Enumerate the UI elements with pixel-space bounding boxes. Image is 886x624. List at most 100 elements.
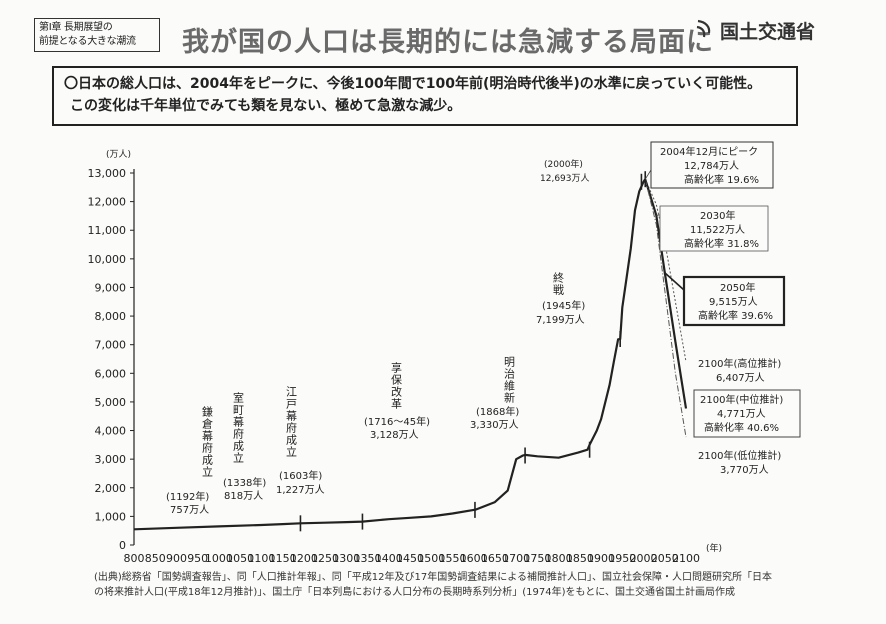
year-muromachi: (1338年) [223,476,266,489]
projection-low-line [644,179,687,438]
value-2000: 12,693万人 [540,173,590,184]
value-kyoho: 3,128万人 [370,429,419,441]
x-tick-label: 1350 [354,552,382,565]
low-line-1: 2100年(低位推計) [698,449,781,462]
y-tick-label: 8,000 [95,310,127,323]
year-kamakura: (1192年) [166,490,209,503]
y-tick-label: 0 [119,539,126,552]
peak-line-1: 2004年12月にピーク [660,145,758,158]
mid-line-3: 高齢化率 40.6% [704,421,779,434]
x-tick-label: 1200 [290,552,318,565]
x-tick-label: 850 [145,552,166,565]
y2050-leader-line [664,272,685,291]
x-tick-label: 800 [124,552,145,565]
value-edo: 1,227万人 [276,484,325,496]
y2050-line-2: 9,515万人 [709,296,758,308]
x-tick-label: 950 [187,552,208,565]
peak-line-2: 12,784万人 [684,160,739,172]
historical-population-line [133,178,647,531]
event-shusen: 終戦 [552,271,565,296]
chart-series [133,178,688,531]
year-meiji: (1868年) [476,405,519,418]
x-tick-label: 1600 [460,552,488,565]
x-tick-label: 2050 [651,552,679,565]
x-tick-label: 1950 [608,552,636,565]
mlit-logo-icon [696,19,711,38]
x-unit-label: (年) [706,542,722,554]
y2030-line-2: 11,522万人 [690,224,745,236]
organization-name: 国土交通省 [720,21,816,43]
x-tick-label: 1650 [481,552,509,565]
y2050-line-3: 高齢化率 39.6% [698,309,773,322]
value-meiji: 3,330万人 [470,419,519,431]
mid-line-1: 2100年(中位推計) [700,393,783,406]
low-line-2: 3,770万人 [720,464,769,476]
population-chart: 0 1,000 2,000 3,000 4,000 5,000 6,000 7,000 8,00… [88,141,801,565]
x-tick-label: 1300 [332,552,360,565]
value-muromachi: 818万人 [224,490,263,502]
y-tick-label: 6,000 [95,367,127,380]
peak-line-3: 高齢化率 19.6% [684,173,759,186]
event-kyoho: 享保改革 [390,361,403,410]
x-tick-label: 1250 [311,552,339,565]
x-tick-label: 1550 [438,552,466,565]
mid-line-2: 4,771万人 [717,408,766,420]
summary-line-1: 〇日本の総人口は、2004年をピークに、今後100年間で100年前(明治時代後半… [64,76,762,92]
y-tick-label: 10,000 [88,253,127,266]
y2030-line-1: 2030年 [700,209,735,222]
y2050-callout-box [682,275,786,327]
x-tick-label: 1900 [587,552,615,565]
y-tick-label: 2,000 [95,482,127,495]
source-line-2: の将来推計人口(平成18年12月推計)」、国土庁「日本列島における人口分布の長期… [94,587,736,598]
y2030-line-3: 高齢化率 31.8% [684,237,759,250]
y2030-callout-box [659,205,769,252]
chapter-label: 第Ⅰ章 長期展望の 前提となる大きな潮流 [34,18,160,52]
y-tick-label: 9,000 [95,281,127,294]
high-line-2: 6,407万人 [716,372,765,384]
value-kamakura: 757万人 [170,504,209,516]
summary-line-2: この変化は千年単位でみても類を見ない、極めて急激な減少。 [70,98,462,114]
x-tick-label: 1700 [502,552,530,565]
y-unit-label: (万人) [106,149,131,160]
y-tick-label: 1,000 [95,510,127,523]
y-tick-label: 7,000 [95,339,127,352]
x-tick-label: 1750 [523,552,551,565]
y2050-line-1: 2050年 [720,281,755,294]
year-2000: (2000年) [544,158,583,170]
y-tick-label: 13,000 [88,167,127,180]
peak-leader-line [644,169,652,180]
x-tick-label: 1450 [396,552,424,565]
year-shusen: (1945年) [542,299,585,312]
source-note: (出典)総務省「国勢調査報告」、同「人口推計年報」、同「平成12年及び17年国勢… [94,570,794,600]
chart-ticks: 0 1,000 2,000 3,000 4,000 5,000 6,000 7,000 8,00… [88,167,701,565]
x-tick-label: 1100 [247,552,275,565]
chart-markers [299,169,685,532]
y-tick-label: 4,000 [95,425,127,438]
peak-callout-box [650,141,774,189]
mid-callout-box [693,389,801,438]
event-meiji: 明治維新 [503,356,516,404]
x-tick-label: 1150 [269,552,297,565]
x-tick-label: 2000 [630,552,658,565]
x-tick-label: 1400 [375,552,403,565]
summary-box: 〇日本の総人口は、2004年をピークに、今後100年間で100年前(明治時代後半… [52,66,798,126]
y-tick-label: 5,000 [95,396,127,409]
x-tick-label: 900 [166,552,187,565]
y-tick-label: 12,000 [88,196,127,209]
year-kyoho: (1716～45年) [364,415,430,428]
x-tick-label: 1800 [545,552,573,565]
y-tick-label: 3,000 [95,453,127,466]
x-tick-label: 1850 [566,552,594,565]
high-line-1: 2100年(高位推計) [698,357,781,370]
page-title: 我が国の人口は長期的には急減する局面に [182,27,714,58]
chapter-line-1: 第Ⅰ章 長期展望の [39,22,113,33]
x-tick-label: 2100 [672,552,700,565]
x-tick-label: 1000 [205,552,233,565]
event-muromachi: 室町幕府成立 [232,391,245,464]
year-edo: (1603年) [279,469,322,482]
event-kamakura: 鎌倉幕府成立 [201,405,214,478]
y-tick-label: 11,000 [88,224,127,237]
chapter-line-2: 前提となる大きな潮流 [39,36,136,47]
x-tick-label: 1500 [417,552,445,565]
x-tick-label: 1050 [226,552,254,565]
